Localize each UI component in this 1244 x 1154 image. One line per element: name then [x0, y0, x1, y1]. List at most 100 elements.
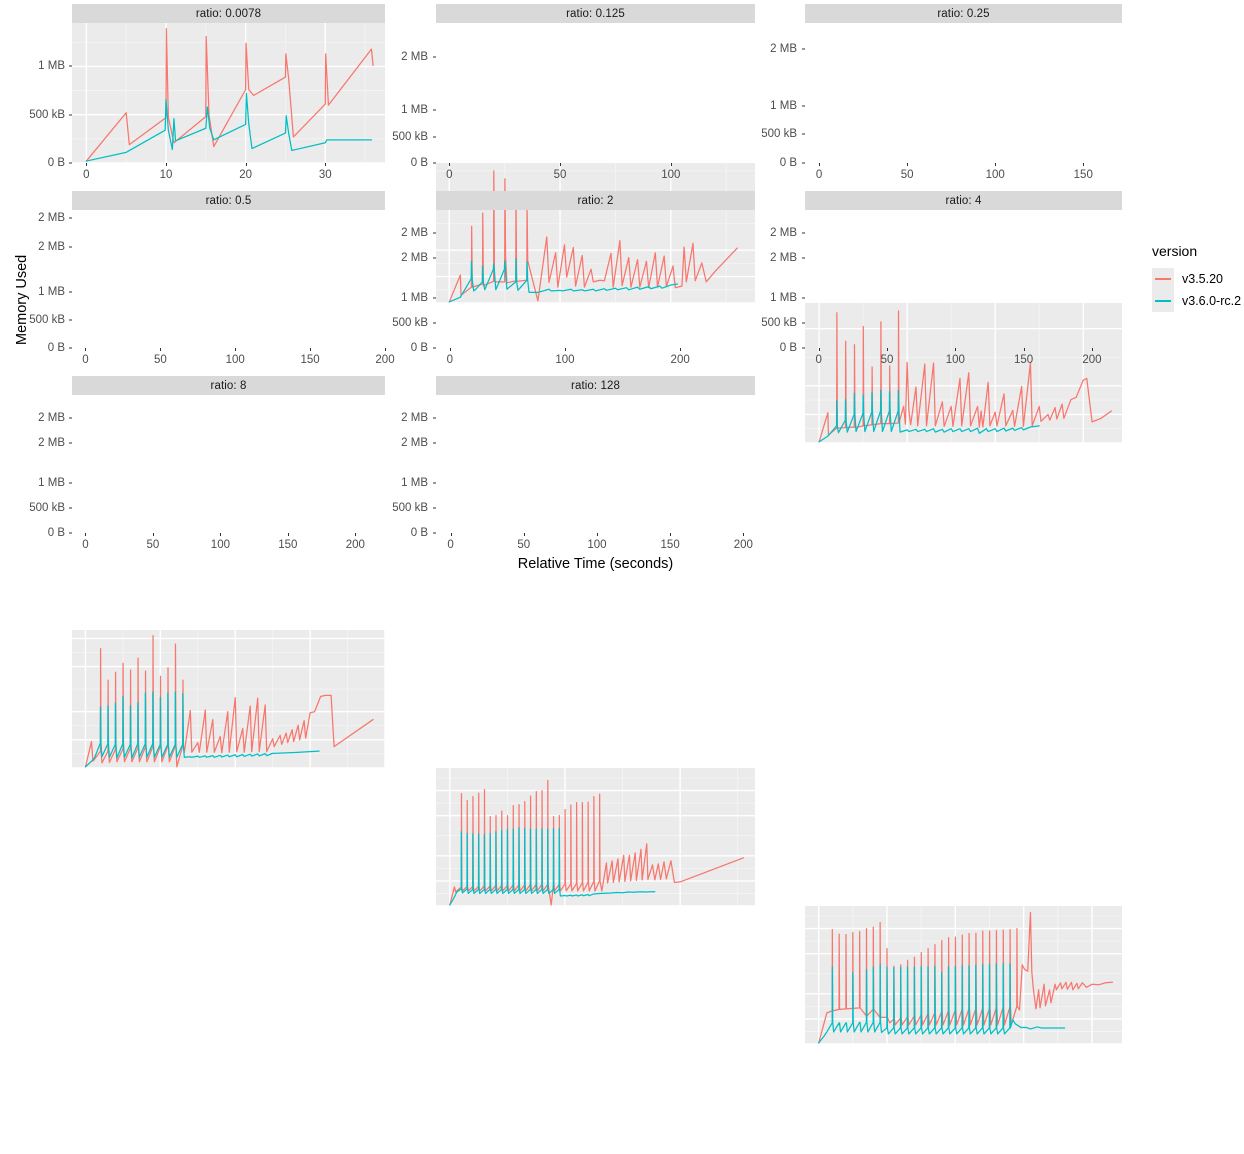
- legend-entries: v3.5.20 v3.6.0-rc.2: [1152, 268, 1241, 312]
- legend-color-key: [1152, 290, 1174, 312]
- chart-panel: [436, 163, 755, 303]
- y-tick-mark: [69, 65, 72, 67]
- x-tick-mark: [1083, 163, 1085, 166]
- x-tick-label: 0: [446, 354, 454, 366]
- chart-panel: [805, 303, 1122, 443]
- x-tick-mark: [287, 533, 289, 536]
- y-tick-label: 0 B: [47, 342, 65, 354]
- x-tick-mark: [165, 163, 167, 166]
- y-tick-mark: [802, 322, 805, 324]
- x-tick-label: 50: [517, 539, 531, 551]
- x-tick-label: 50: [880, 354, 894, 366]
- x-tick-mark: [743, 533, 745, 536]
- x-tick-mark: [355, 533, 357, 536]
- x-tick-mark: [385, 348, 386, 351]
- y-tick-mark: [433, 482, 436, 484]
- x-tick-label: 100: [661, 169, 681, 181]
- y-tick-mark: [433, 532, 436, 534]
- y-tick-mark: [433, 136, 436, 138]
- series-line: [85, 28, 374, 162]
- y-tick-label: 1 MB: [401, 291, 428, 304]
- x-tick-label: 50: [153, 354, 167, 366]
- y-tick-label: 0 B: [410, 527, 428, 539]
- x-tick-mark: [680, 348, 682, 351]
- x-tick-label: 0: [82, 539, 89, 551]
- legend-color-key: [1152, 268, 1174, 290]
- x-axis-title: Relative Time (seconds): [517, 556, 674, 572]
- y-tick-label: 2 MB: [38, 436, 65, 449]
- y-tick-mark: [802, 105, 805, 107]
- x-tick-mark: [596, 533, 598, 536]
- x-tick-mark: [564, 348, 566, 351]
- x-tick-label: 200: [1082, 354, 1102, 366]
- y-tick-mark: [802, 257, 805, 259]
- x-tick-label: 100: [945, 354, 965, 366]
- x-tick-mark: [449, 163, 451, 166]
- y-tick-label: 0 B: [779, 157, 797, 169]
- x-tick-label: 10: [159, 169, 173, 181]
- legend-item[interactable]: v3.5.20: [1152, 268, 1241, 290]
- y-tick-label: 1 MB: [770, 291, 797, 304]
- y-tick-label: 2 MB: [401, 51, 428, 64]
- y-tick-mark: [69, 532, 72, 534]
- facet-grid: ratio: 0.0078 0 B 500 kB 1 MB 0 10 20 30 ratio: …: [29, 4, 1122, 1044]
- y-tick-label: 0 B: [410, 342, 428, 354]
- x-tick-label: 0: [815, 169, 823, 181]
- facet-strip-label: ratio: 0.25: [805, 4, 1122, 23]
- x-tick-label: 50: [146, 539, 160, 551]
- x-tick-mark: [85, 348, 87, 351]
- y-tick-mark: [433, 507, 436, 509]
- y-tick-mark: [69, 291, 72, 293]
- y-tick-label: 500 kB: [29, 108, 65, 121]
- x-tick-label: 0: [815, 354, 822, 366]
- y-tick-mark: [433, 442, 436, 444]
- x-tick-label: 200: [670, 354, 690, 366]
- y-tick-mark: [69, 162, 72, 164]
- x-tick-label: 0: [447, 539, 454, 551]
- x-tick-mark: [670, 163, 672, 166]
- x-tick-label: 100: [210, 539, 230, 551]
- x-tick-label: 0: [82, 354, 89, 366]
- y-tick-mark: [433, 162, 436, 164]
- y-tick-mark: [433, 56, 436, 58]
- y-tick-label: 500 kB: [761, 128, 797, 141]
- y-tick-label: 2 MB: [770, 251, 797, 264]
- legend-item-label: v3.5.20: [1182, 272, 1224, 286]
- y-tick-mark: [69, 482, 72, 484]
- x-tick-mark: [955, 348, 957, 351]
- y-tick-mark: [802, 347, 805, 349]
- x-tick-label: 0: [83, 169, 90, 181]
- x-tick-label: 100: [587, 539, 607, 551]
- series-line: [818, 310, 1113, 443]
- y-tick-mark: [433, 297, 436, 299]
- x-tick-mark: [449, 348, 451, 351]
- x-tick-mark: [235, 348, 237, 351]
- y-tick-label: 500 kB: [29, 313, 65, 326]
- y-tick-mark: [802, 133, 805, 135]
- y-tick-label: 2 MB: [770, 42, 797, 55]
- x-tick-mark: [152, 533, 154, 536]
- x-tick-mark: [1091, 348, 1093, 351]
- y-tick-label: 500 kB: [392, 316, 428, 329]
- y-tick-label: 0 B: [47, 527, 65, 539]
- y-tick-mark: [433, 257, 436, 259]
- y-tick-mark: [69, 217, 72, 219]
- facet-strip-label: ratio: 0.0078: [72, 4, 385, 23]
- legend-item[interactable]: v3.6.0-rc.2: [1152, 290, 1241, 312]
- chart-panel: [436, 768, 755, 906]
- x-tick-label: 200: [733, 539, 753, 551]
- x-tick-mark: [450, 533, 452, 536]
- x-tick-label: 0: [446, 169, 453, 181]
- x-tick-mark: [907, 163, 909, 166]
- chart-panel: [72, 630, 385, 768]
- legend-title: version: [1152, 243, 1198, 259]
- y-tick-label: 0 B: [779, 342, 797, 354]
- chart-panel: [72, 23, 385, 163]
- y-tick-label: 2 MB: [401, 226, 428, 239]
- y-tick-mark: [433, 109, 436, 111]
- x-tick-mark: [245, 163, 247, 166]
- y-tick-label: 2 MB: [401, 251, 428, 264]
- x-tick-label: 150: [1014, 354, 1034, 366]
- facet-strip-label: ratio: 0.5: [72, 191, 385, 210]
- y-tick-mark: [802, 297, 805, 299]
